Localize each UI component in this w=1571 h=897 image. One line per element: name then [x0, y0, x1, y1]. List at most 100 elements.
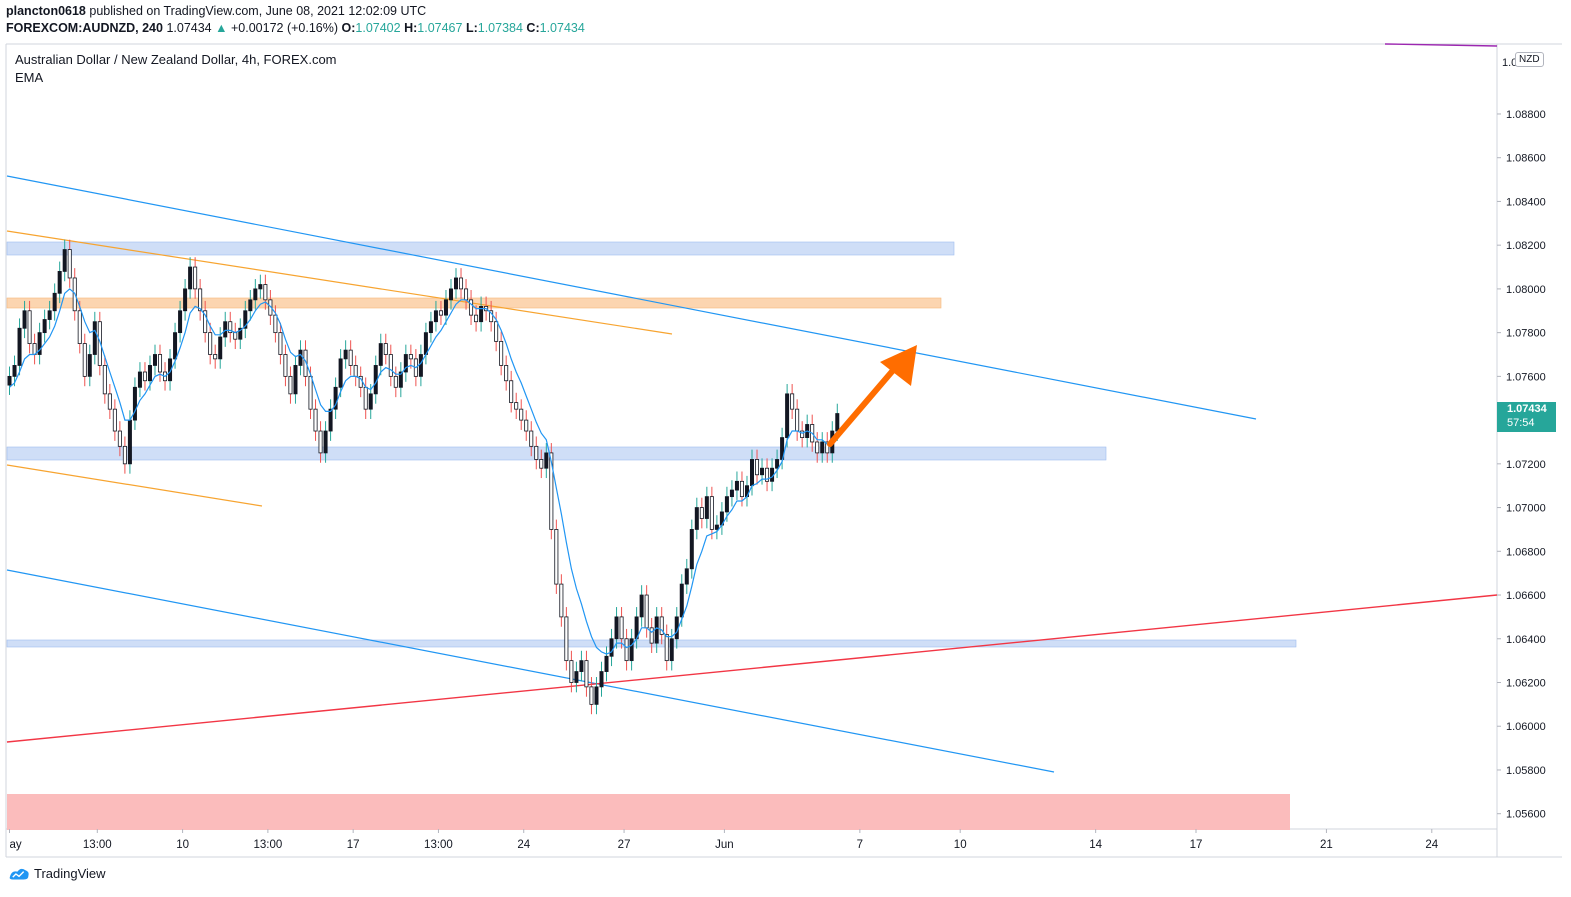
candle[interactable] — [428, 321, 433, 334]
candle[interactable] — [7, 375, 12, 386]
candle[interactable] — [644, 594, 649, 629]
candle[interactable] — [37, 332, 42, 355]
candle[interactable] — [574, 671, 579, 683]
candle[interactable] — [669, 638, 674, 662]
candle[interactable] — [102, 365, 107, 395]
candle[interactable] — [308, 375, 313, 410]
candle[interactable] — [790, 393, 795, 410]
candle[interactable] — [694, 507, 699, 530]
candle[interactable] — [609, 638, 614, 657]
candle[interactable] — [323, 430, 328, 454]
candle[interactable] — [263, 284, 268, 301]
bullish-arrow[interactable] — [827, 345, 917, 447]
candle[interactable] — [398, 371, 403, 388]
candle[interactable] — [835, 413, 840, 432]
candle[interactable] — [724, 496, 729, 513]
support-zone-mid[interactable] — [6, 446, 1107, 461]
candle[interactable] — [614, 616, 619, 640]
candle[interactable] — [178, 310, 183, 334]
candle[interactable] — [599, 671, 604, 688]
candle[interactable] — [82, 343, 87, 377]
candle[interactable] — [714, 524, 719, 530]
candle[interactable] — [785, 393, 790, 438]
symbol-label[interactable]: FOREXCOM:AUDNZD, 240 — [6, 21, 163, 35]
candle[interactable] — [469, 299, 474, 316]
candle[interactable] — [303, 349, 308, 377]
candle[interactable] — [383, 343, 388, 355]
resistance-zone-upper[interactable] — [6, 241, 955, 256]
candle[interactable] — [52, 292, 57, 312]
candle[interactable] — [749, 459, 755, 487]
candle[interactable] — [664, 633, 669, 662]
candle[interactable] — [77, 310, 82, 344]
candle[interactable] — [333, 386, 338, 410]
candle[interactable] — [699, 507, 704, 519]
candle[interactable] — [629, 638, 634, 662]
candle[interactable] — [403, 354, 408, 373]
candle[interactable] — [433, 310, 438, 323]
candle[interactable] — [238, 327, 243, 340]
candle[interactable] — [173, 332, 178, 360]
red-trend-line[interactable] — [6, 594, 1498, 743]
orange-trend-line-upper[interactable] — [6, 230, 673, 335]
candle[interactable] — [569, 660, 574, 683]
candle[interactable] — [534, 445, 539, 460]
candle[interactable] — [328, 408, 333, 432]
candle[interactable] — [158, 354, 163, 373]
candle[interactable] — [283, 354, 288, 377]
candle[interactable] — [734, 480, 739, 491]
candle[interactable] — [183, 288, 188, 312]
candle[interactable] — [654, 616, 659, 644]
currency-label[interactable]: NZD — [1515, 52, 1544, 67]
candle[interactable] — [127, 419, 132, 465]
candle[interactable] — [248, 299, 253, 312]
demand-zone-red[interactable] — [7, 794, 1290, 830]
candle[interactable] — [112, 408, 117, 432]
candle[interactable] — [298, 349, 303, 366]
candle[interactable] — [624, 638, 629, 662]
purple-line[interactable] — [1384, 43, 1498, 47]
candle[interactable] — [47, 310, 52, 320]
candle[interactable] — [62, 249, 67, 272]
ema-legend[interactable]: EMA — [15, 70, 44, 85]
candle[interactable] — [268, 299, 273, 316]
candle[interactable] — [253, 288, 258, 301]
candle[interactable] — [825, 441, 830, 454]
candle[interactable] — [97, 321, 102, 366]
candle[interactable] — [775, 459, 780, 469]
candle[interactable] — [524, 419, 529, 432]
candle[interactable] — [589, 686, 594, 705]
candle[interactable] — [288, 375, 293, 395]
candle[interactable] — [348, 349, 353, 366]
candle[interactable] — [22, 310, 27, 329]
candle[interactable] — [760, 467, 765, 476]
candle[interactable] — [464, 288, 469, 301]
candle[interactable] — [218, 336, 223, 360]
candle[interactable] — [649, 627, 654, 644]
candle[interactable] — [117, 430, 122, 447]
candle[interactable] — [729, 489, 734, 498]
candle[interactable] — [494, 321, 499, 342]
candle[interactable] — [514, 402, 519, 410]
candle[interactable] — [800, 430, 805, 438]
candle[interactable] — [564, 616, 569, 662]
candle[interactable] — [639, 594, 644, 618]
candle[interactable] — [549, 452, 554, 530]
candle[interactable] — [188, 266, 193, 290]
candle[interactable] — [408, 354, 413, 360]
candle[interactable] — [459, 277, 464, 290]
candle[interactable] — [438, 310, 443, 316]
candle[interactable] — [193, 266, 198, 290]
candle[interactable] — [418, 354, 423, 377]
candle[interactable] — [604, 655, 609, 672]
candle[interactable] — [509, 380, 514, 404]
candle[interactable] — [278, 332, 283, 355]
candle[interactable] — [594, 686, 599, 705]
candle[interactable] — [147, 365, 152, 382]
candle[interactable] — [137, 371, 142, 388]
candle[interactable] — [454, 277, 459, 290]
candle[interactable] — [795, 408, 800, 432]
candle[interactable] — [338, 358, 343, 388]
candle[interactable] — [544, 452, 549, 469]
channel-lower-line[interactable] — [6, 569, 1055, 773]
